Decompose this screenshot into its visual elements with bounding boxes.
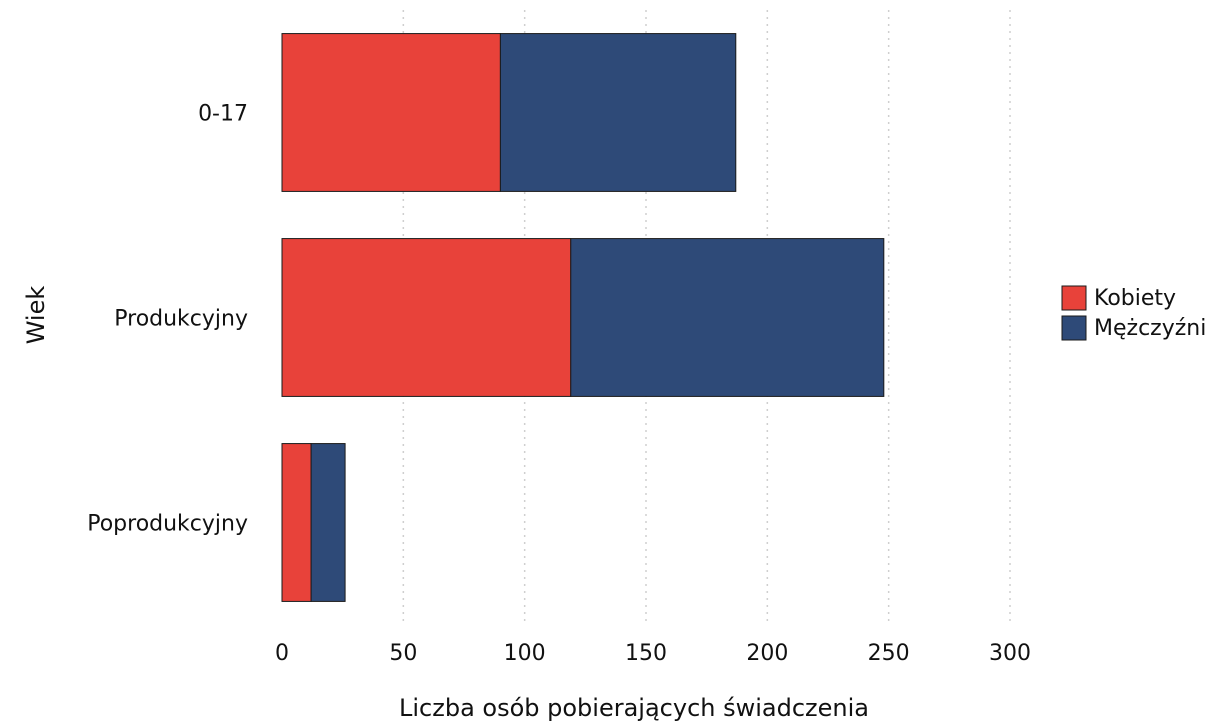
x-tick-label: 50 [389, 641, 417, 666]
legend-label: Kobiety [1094, 286, 1176, 311]
legend-label: Mężczyźni [1094, 316, 1206, 341]
bar [310, 443, 346, 602]
y-tick-label: Produkcyjny [114, 307, 248, 332]
x-axis-ticks: 0 50 100 150 200 250 300 [275, 641, 1031, 666]
bar [570, 238, 885, 397]
x-tick-label: 150 [625, 641, 667, 666]
y-axis-ticks: 0-17 Produkcyjny Poprodukcyjny [87, 102, 248, 537]
legend-swatch [1061, 315, 1087, 341]
bar [281, 33, 501, 192]
x-tick-label: 300 [989, 641, 1031, 666]
bar [281, 443, 312, 602]
y-tick-label: 0-17 [198, 102, 248, 127]
x-tick-label: 100 [504, 641, 546, 666]
gridlines [402, 10, 1011, 625]
bars [281, 33, 885, 602]
legend-swatch [1061, 285, 1087, 311]
x-tick-label: 0 [275, 641, 289, 666]
y-axis-title: Wiek [22, 286, 50, 345]
bar [499, 33, 737, 192]
x-axis-title: Liczba osób pobierających świadczenia [399, 694, 869, 722]
y-tick-label: Poprodukcyjny [87, 512, 248, 537]
x-tick-label: 200 [746, 641, 788, 666]
x-tick-label: 250 [868, 641, 910, 666]
bar [281, 238, 572, 397]
legend: Kobiety Mężczyźni [1061, 285, 1206, 341]
